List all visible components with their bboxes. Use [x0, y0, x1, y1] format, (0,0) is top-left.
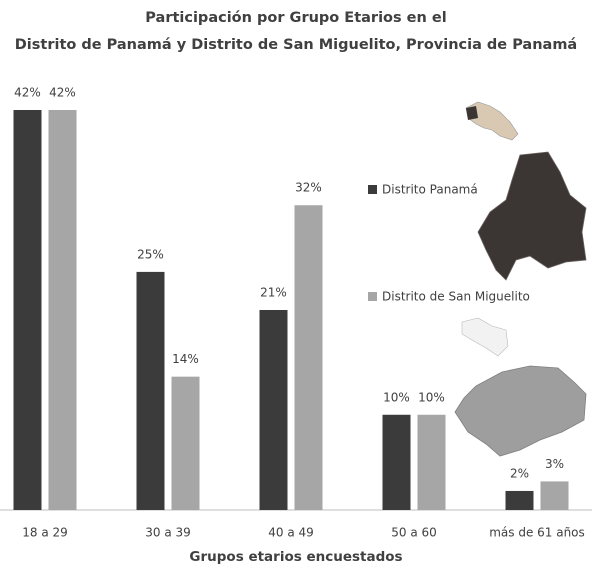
x-tick-label: 50 a 60 [391, 526, 437, 540]
bar [540, 481, 569, 510]
bar [48, 110, 77, 510]
data-label: 3% [545, 457, 564, 471]
legend-label: Distrito de San Miguelito [382, 290, 530, 304]
data-label: 2% [510, 466, 529, 480]
x-tick-label: 30 a 39 [145, 526, 191, 540]
x-tick-label: más de 61 años [489, 526, 585, 540]
bar [382, 414, 411, 510]
legend-label: Distrito Panamá [382, 183, 478, 197]
bar [13, 110, 42, 510]
bar [417, 414, 446, 510]
chart-title: Participación por Grupo Etarios en el [145, 10, 446, 26]
legend-swatch [368, 292, 377, 301]
x-axis-title: Grupos etarios encuestados [189, 549, 402, 565]
bar [136, 271, 165, 510]
map-illustration [454, 101, 587, 457]
data-label: 14% [172, 352, 199, 366]
bar [505, 490, 534, 510]
data-label: 42% [49, 86, 76, 100]
bar [294, 205, 323, 510]
legend-swatch [368, 185, 377, 194]
x-tick-label: 40 a 49 [268, 526, 314, 540]
bar [259, 310, 288, 510]
bar [171, 376, 200, 510]
data-label: 25% [137, 247, 164, 261]
data-label: 10% [383, 390, 410, 404]
data-label: 21% [260, 286, 287, 300]
chart-title: Distrito de Panamá y Distrito de San Mig… [15, 37, 577, 53]
data-label: 42% [14, 86, 41, 100]
data-label: 32% [295, 181, 322, 195]
x-tick-label: 18 a 29 [22, 526, 68, 540]
data-label: 10% [418, 390, 445, 404]
